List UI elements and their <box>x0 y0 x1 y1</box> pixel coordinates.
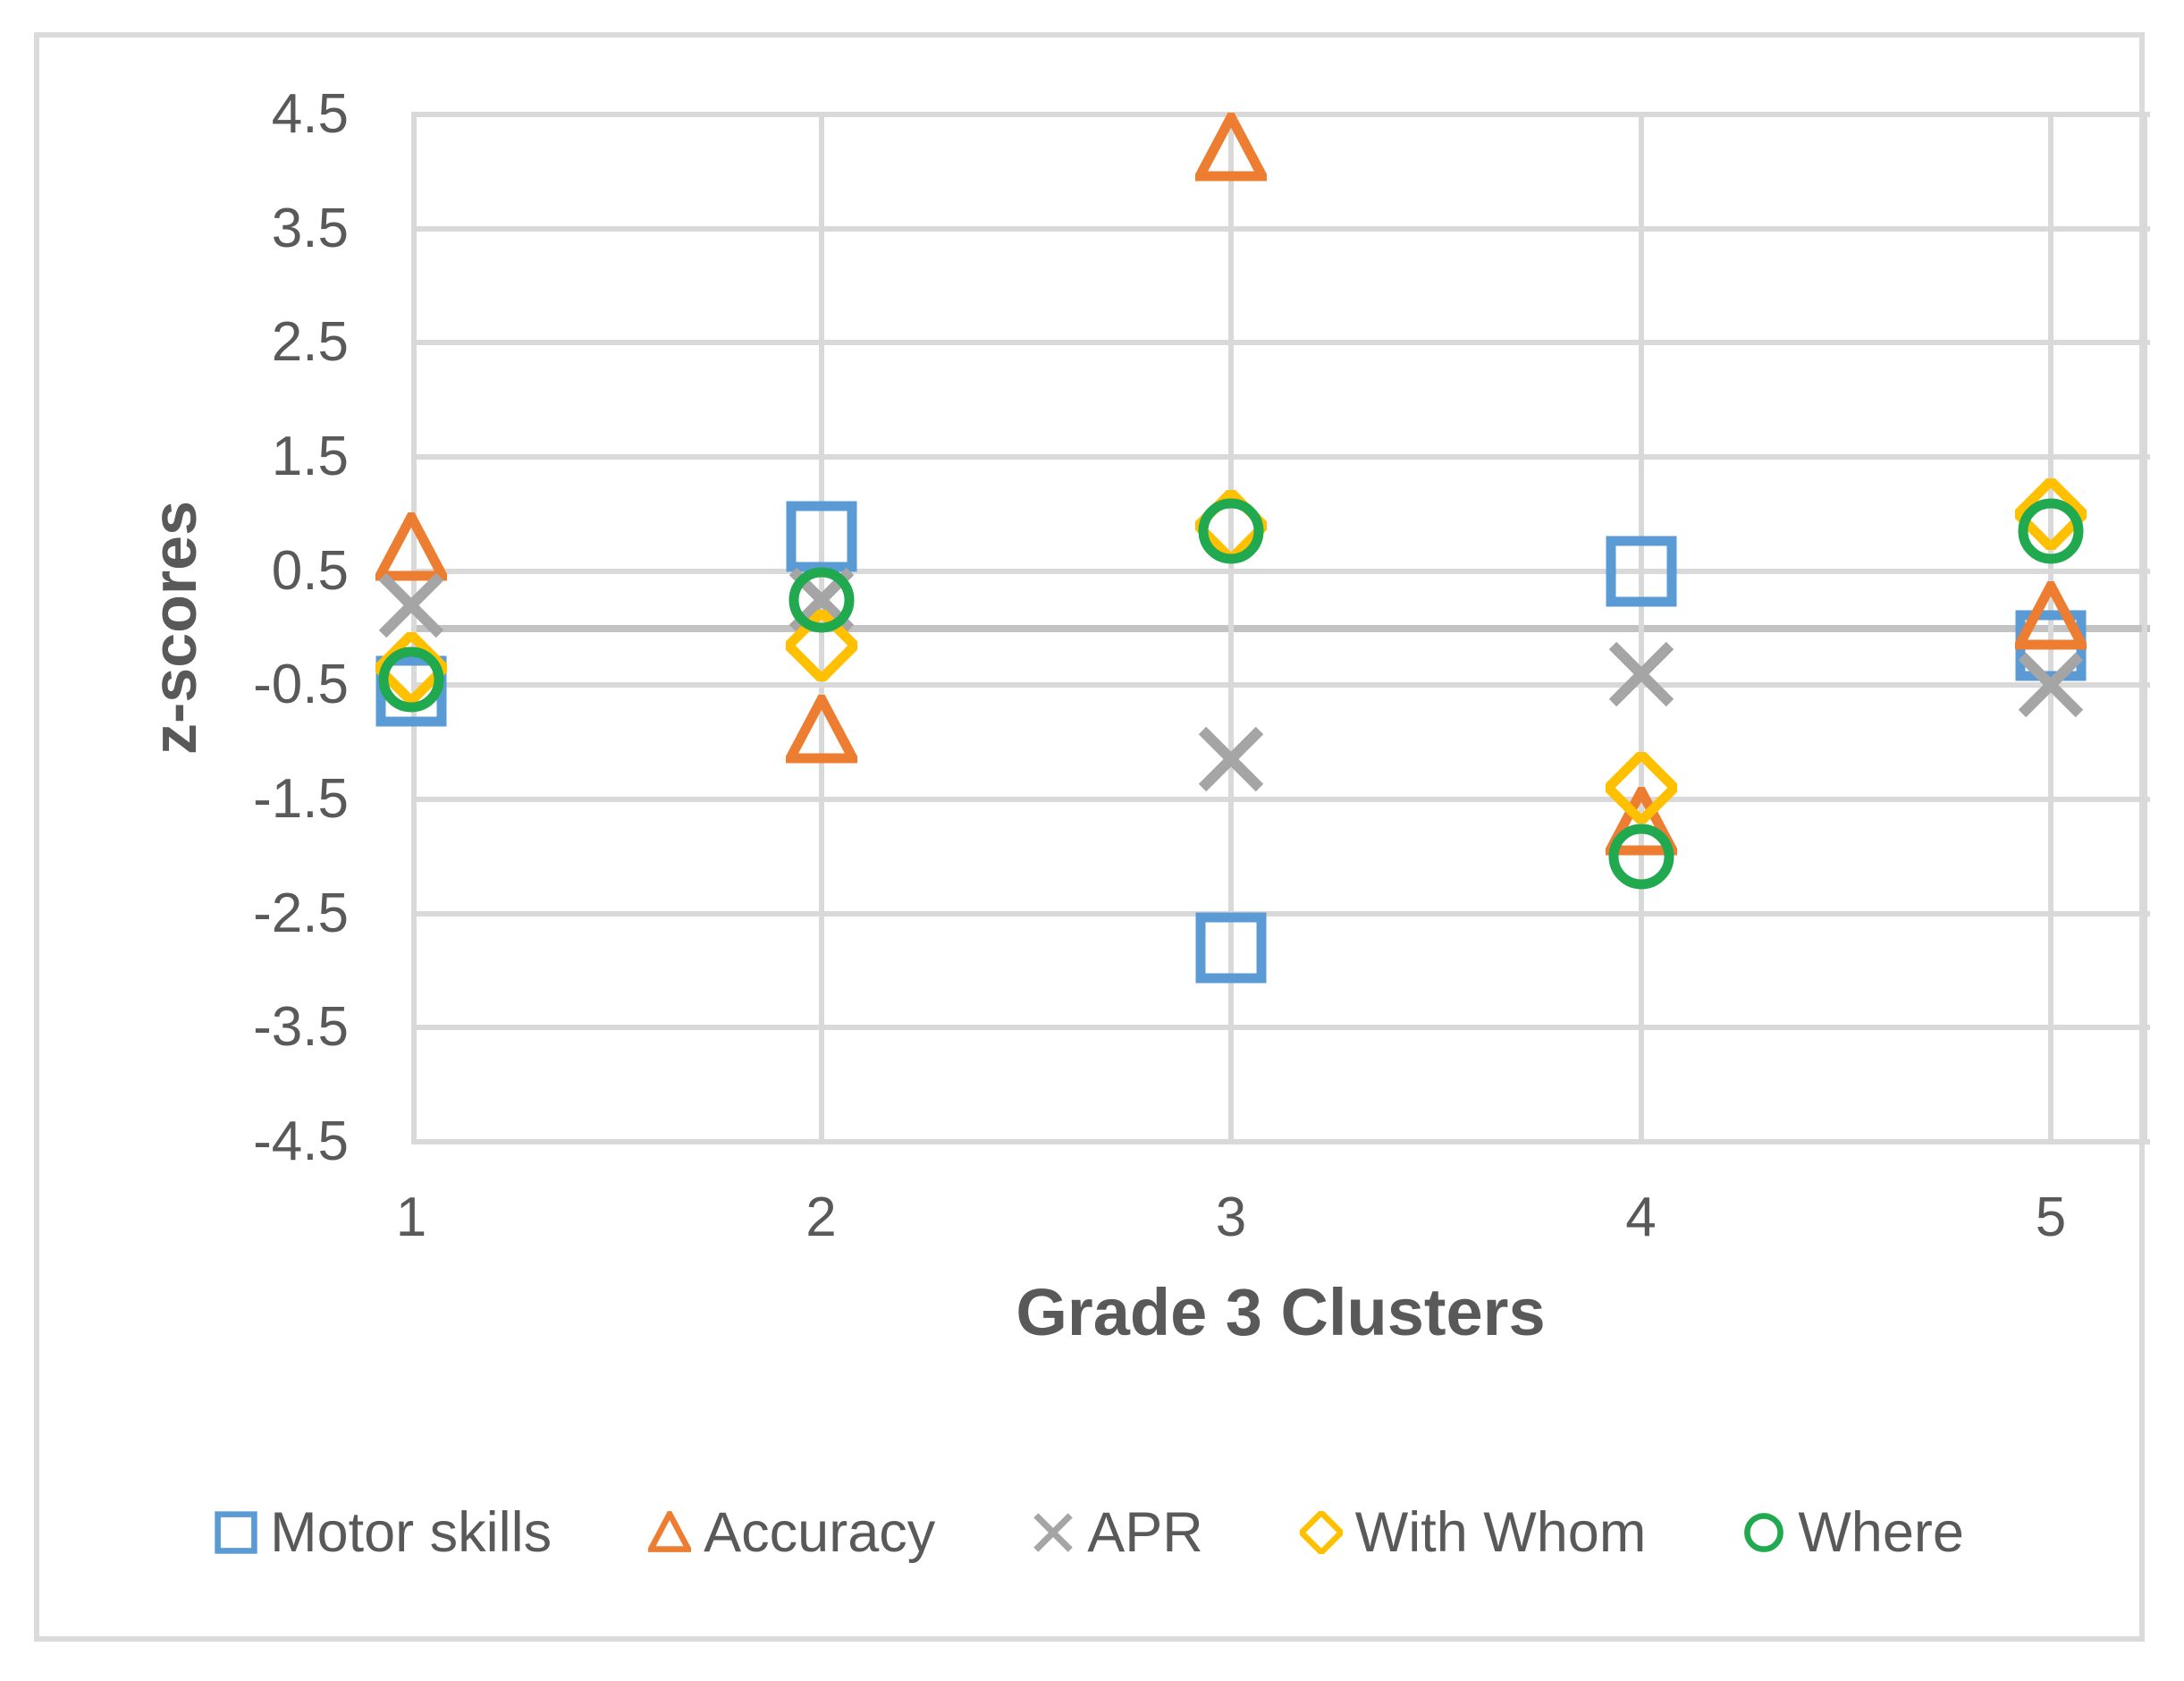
legend-label: Accuracy <box>704 1501 936 1564</box>
data-point-accuracy-cluster-3 <box>1191 106 1271 184</box>
vertical-gridline <box>1228 114 1234 1142</box>
data-point-apr-cluster-3 <box>1195 723 1267 795</box>
data-point-accuracy-cluster-5 <box>2011 574 2091 653</box>
square-marker-icon <box>215 1511 257 1554</box>
chart-frame <box>34 32 2145 1642</box>
plot-right-border <box>2142 114 2147 1142</box>
horizontal-gridline <box>411 1139 2150 1145</box>
legend: Motor skills Accuracy APR With Whom Where <box>34 1500 2145 1565</box>
x-tick-label: 2 <box>805 1187 837 1248</box>
vertical-gridline <box>411 114 417 1142</box>
data-point-apr-cluster-5 <box>2015 649 2087 721</box>
y-tick-label: 4.5 <box>271 83 349 145</box>
data-point-where-cluster-2 <box>786 564 857 636</box>
data-point-accuracy-cluster-1 <box>371 506 451 584</box>
legend-label: Motor skills <box>270 1501 552 1564</box>
vertical-gridline <box>2048 114 2053 1142</box>
horizontal-gridline <box>411 1025 2150 1031</box>
data-point-accuracy-cluster-2 <box>781 688 861 766</box>
y-tick-label: -0.5 <box>253 654 349 716</box>
legend-label: With Whom <box>1354 1501 1647 1564</box>
legend-item-motor-skills: Motor skills <box>215 1500 552 1565</box>
x-axis-title: Grade 3 Clusters <box>1016 1275 1546 1349</box>
data-point-with-whom-cluster-4 <box>1600 748 1682 828</box>
legend-item-apr: APR <box>1032 1500 1203 1565</box>
y-tick-label: -1.5 <box>253 768 349 830</box>
data-point-where-cluster-5 <box>2015 495 2087 567</box>
plot-area <box>371 106 2150 1145</box>
legend-item-accuracy: Accuracy <box>648 1500 935 1565</box>
data-point-motor-skills-cluster-3 <box>1195 912 1267 984</box>
horizontal-gridline <box>411 340 2150 346</box>
diamond-marker-icon <box>1299 1511 1343 1554</box>
data-point-where-cluster-4 <box>1606 821 1677 892</box>
y-tick-label: 1.5 <box>271 426 349 487</box>
data-point-with-whom-cluster-5 <box>2011 474 2091 554</box>
data-point-motor-skills-cluster-4 <box>1606 536 1677 607</box>
y-tick-label: 3.5 <box>271 197 349 259</box>
y-tick-label: -4.5 <box>253 1111 349 1172</box>
horizontal-gridline <box>411 568 2150 574</box>
data-point-where-cluster-3 <box>1195 495 1267 567</box>
data-point-accuracy-cluster-4 <box>1601 780 1681 858</box>
x-tick-label: 5 <box>2035 1187 2067 1248</box>
horizontal-gridline <box>411 112 2150 117</box>
y-tick-label: -3.5 <box>253 996 349 1059</box>
data-point-motor-skills-cluster-2 <box>786 501 857 572</box>
legend-label: Where <box>1798 1501 1964 1564</box>
legend-label: APR <box>1087 1501 1203 1564</box>
data-point-with-whom-cluster-2 <box>780 604 862 686</box>
y-tick-label: 0.5 <box>271 539 349 602</box>
triangle-marker-icon <box>648 1511 692 1554</box>
legend-item-where: Where <box>1742 1500 1964 1565</box>
circle-marker-icon <box>1742 1511 1785 1554</box>
data-point-apr-cluster-1 <box>375 570 447 641</box>
x-tick-label: 4 <box>1625 1187 1657 1248</box>
x-tick-label: 1 <box>395 1187 427 1248</box>
y-tick-label: -2.5 <box>253 882 349 944</box>
horizontal-gridline <box>411 797 2150 802</box>
x-tick-label: 3 <box>1215 1187 1247 1248</box>
horizontal-gridline <box>411 682 2150 688</box>
vertical-gridline <box>1638 114 1644 1142</box>
horizontal-gridline <box>411 454 2150 460</box>
data-point-apr-cluster-4 <box>1606 638 1677 710</box>
horizontal-gridline <box>411 910 2150 917</box>
x-marker-icon <box>1032 1511 1075 1554</box>
zero-axis-line <box>411 624 2150 632</box>
horizontal-gridline <box>411 225 2150 232</box>
data-point-where-cluster-1 <box>375 644 447 715</box>
legend-item-with-whom: With Whom <box>1299 1500 1647 1565</box>
y-tick-label: 2.5 <box>271 311 349 374</box>
